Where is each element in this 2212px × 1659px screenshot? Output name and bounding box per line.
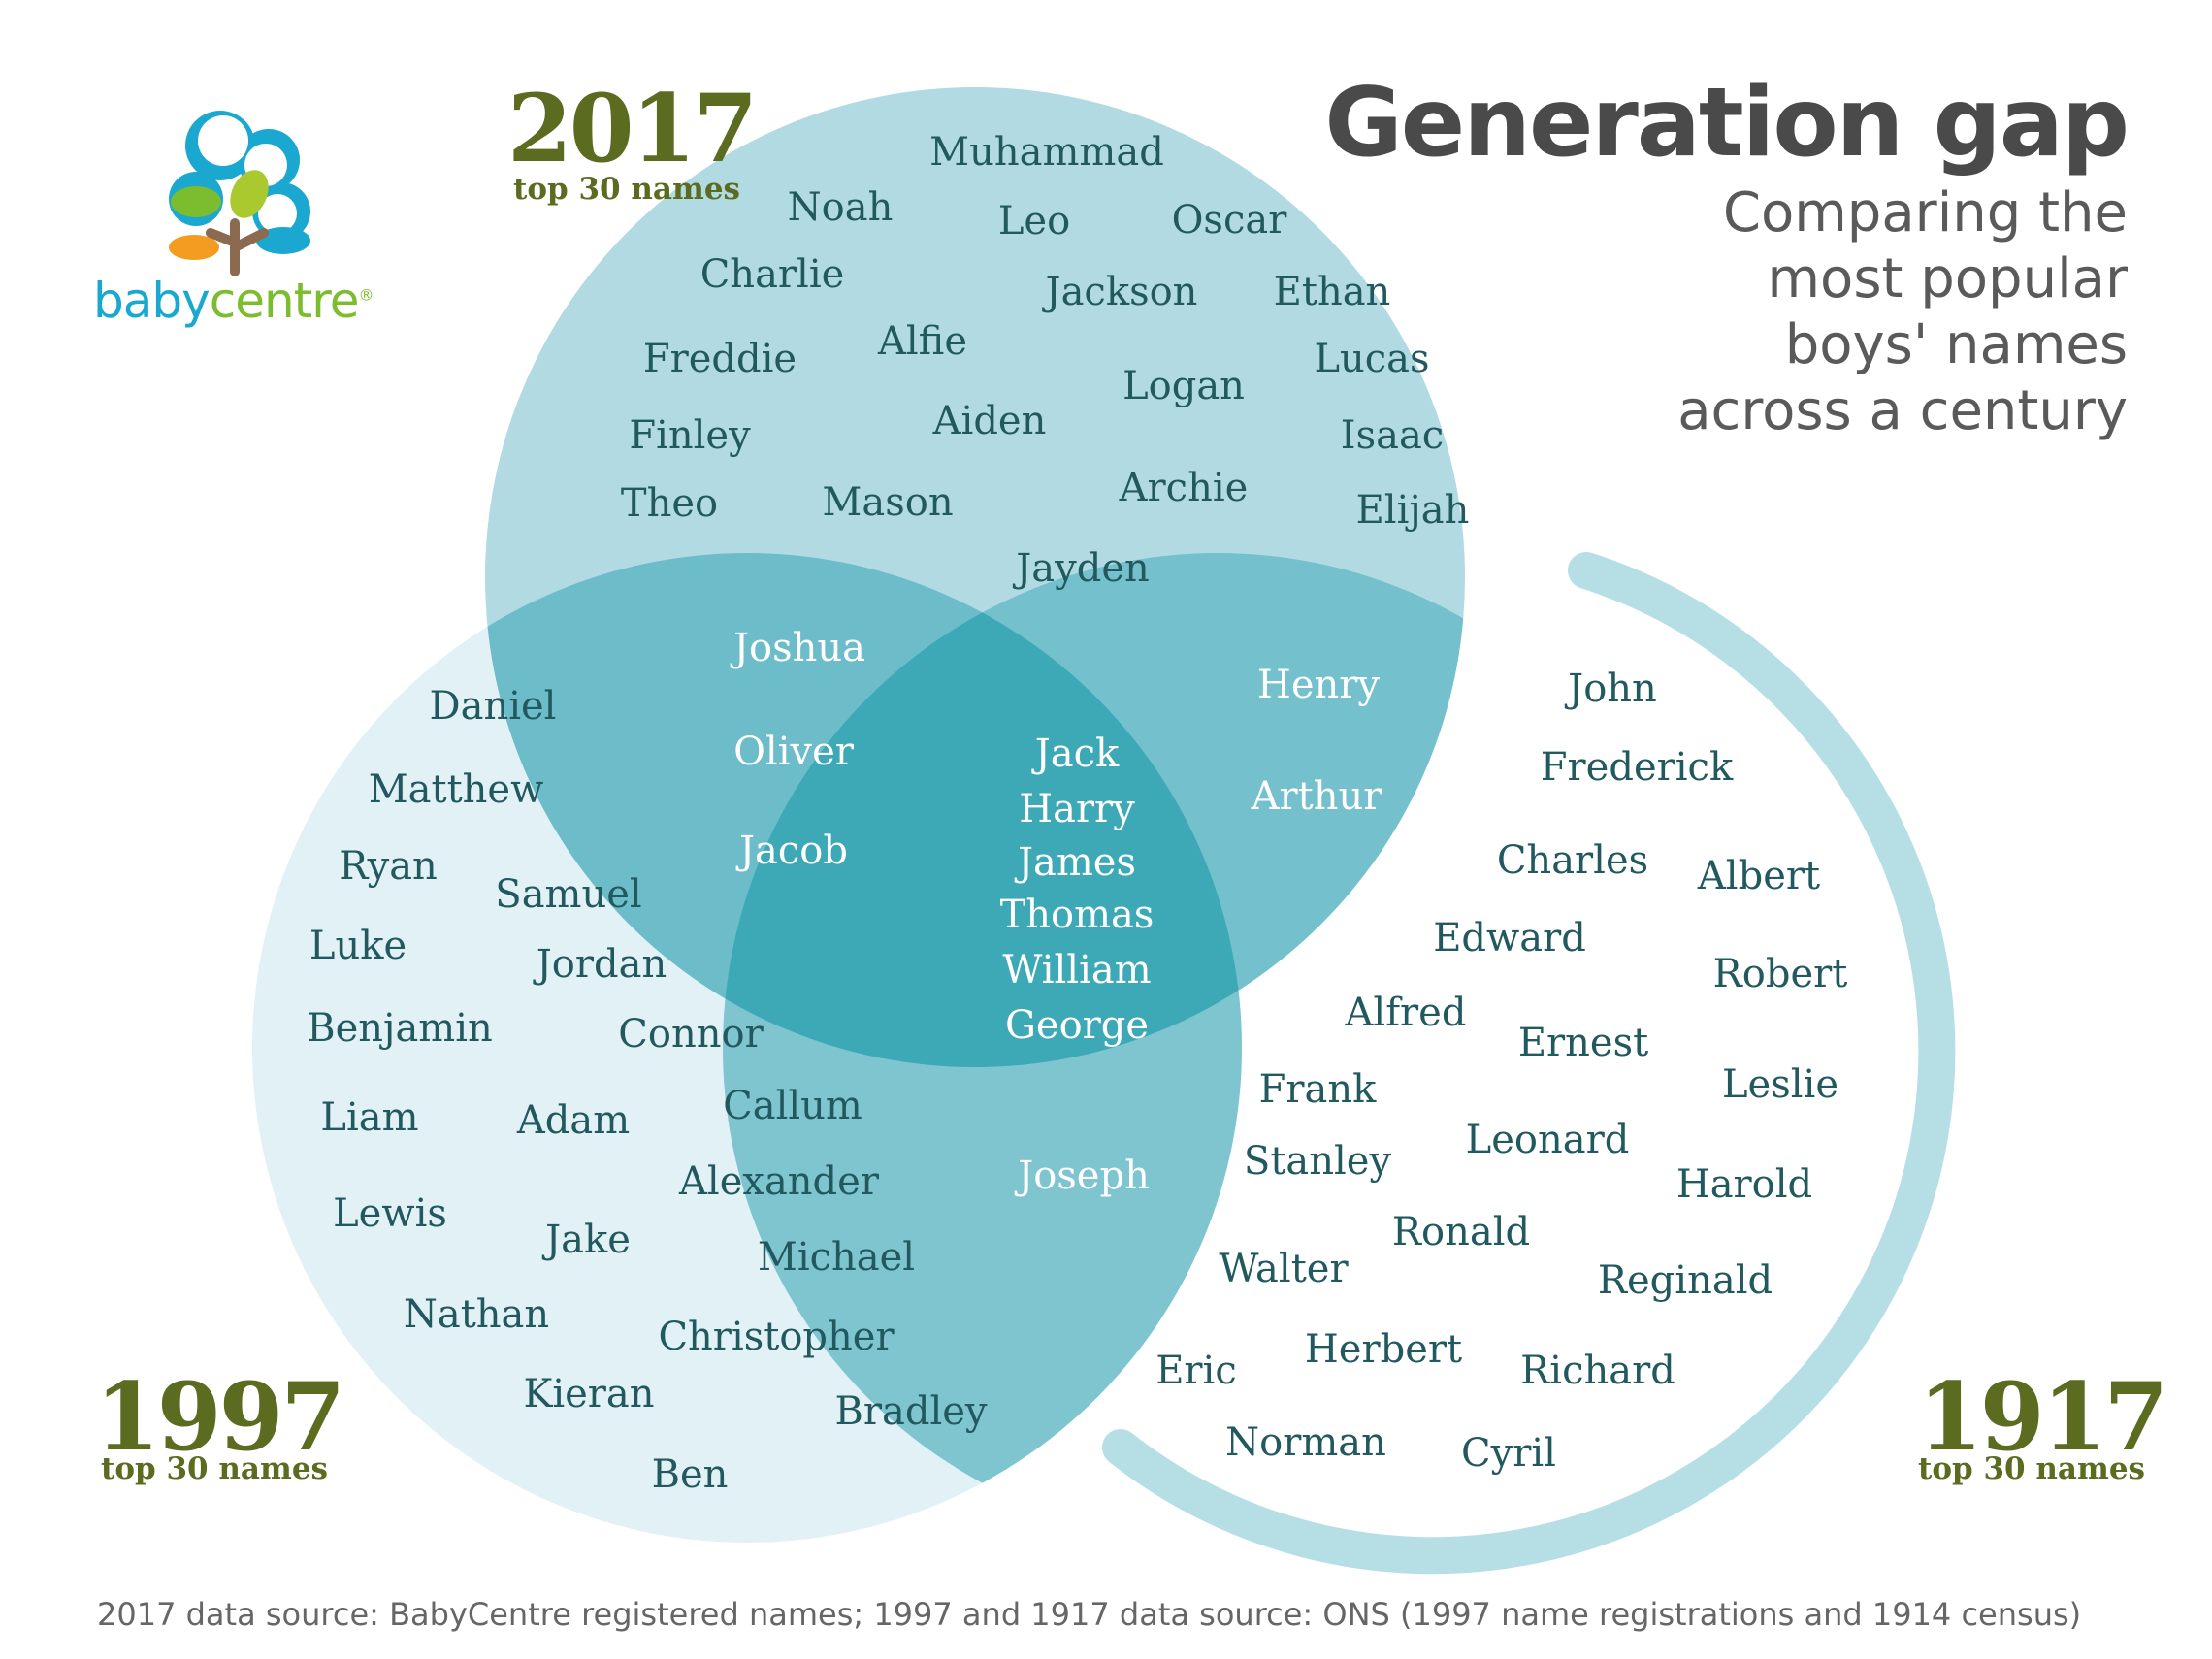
subtitle-line: boys' names — [1784, 313, 2128, 376]
name-label: Ben — [652, 1452, 729, 1497]
name-label: Albert — [1697, 854, 1820, 898]
name-label: Lucas — [1314, 337, 1429, 381]
name-label: Mason — [822, 480, 953, 525]
name-label: George — [1005, 1003, 1149, 1048]
name-label: Leo — [998, 199, 1070, 244]
name-label: Nathan — [404, 1292, 549, 1337]
name-label: Alfie — [877, 319, 967, 364]
name-label: Norman — [1225, 1420, 1386, 1465]
name-label: Bradley — [834, 1389, 987, 1434]
name-label: Eric — [1155, 1349, 1237, 1393]
name-label: Matthew — [369, 767, 544, 812]
name-label: Harold — [1676, 1162, 1812, 1207]
name-label: James — [1014, 840, 1136, 885]
name-label: Thomas — [1000, 893, 1155, 937]
name-label: Finley — [629, 413, 751, 458]
name-label: Samuel — [495, 872, 641, 917]
name-label: Jordan — [533, 942, 667, 987]
subtitle-line: Comparing the — [1722, 181, 2128, 244]
name-label: Noah — [788, 185, 894, 230]
name-label: Liam — [320, 1095, 418, 1140]
subtitle-line: most popular — [1767, 247, 2129, 310]
name-label: Archie — [1119, 466, 1249, 510]
name-label: Benjamin — [307, 1006, 493, 1051]
name-label: Michael — [758, 1235, 915, 1280]
name-label: Christopher — [658, 1315, 895, 1359]
brand-registered-mark: ® — [358, 285, 374, 305]
name-label: Stanley — [1244, 1139, 1392, 1184]
name-label: Luke — [309, 924, 407, 968]
babycentre-logo — [89, 87, 409, 349]
brand-part-baby: baby — [93, 273, 211, 329]
name-label: Callum — [723, 1084, 862, 1128]
name-label: Arthur — [1251, 774, 1383, 819]
name-label: Isaac — [1341, 413, 1444, 458]
name-label: Theo — [621, 481, 718, 526]
name-label: Herbert — [1305, 1327, 1462, 1372]
year-1917: 1917 — [1918, 1362, 2168, 1472]
name-label: Ethan — [1274, 270, 1391, 314]
name-label: Oliver — [733, 730, 855, 774]
name-label: Ernest — [1518, 1021, 1648, 1065]
data-source-footnote: 2017 data source: BabyCentre registered … — [97, 1596, 2082, 1633]
name-label: Edward — [1433, 916, 1586, 960]
names-layer: Muhammad Noah Leo Oscar Charlie Jackson Ethan F… — [307, 130, 1847, 1497]
name-label: Cyril — [1461, 1431, 1556, 1476]
name-label: Ronald — [1392, 1210, 1530, 1254]
name-label: Aiden — [932, 399, 1047, 443]
name-label: Jackson — [1042, 270, 1198, 314]
name-label: Henry — [1257, 663, 1380, 707]
name-label: Muhammad — [929, 130, 1164, 175]
name-label: Harry — [1019, 787, 1135, 831]
name-label: Freddie — [643, 337, 797, 381]
name-label: John — [1564, 667, 1657, 711]
year-1917-label: top 30 names — [1918, 1451, 2145, 1486]
year-2017-label: top 30 names — [513, 172, 740, 207]
name-label: Leslie — [1722, 1062, 1838, 1107]
brand-part-centre: centre — [209, 273, 360, 329]
name-label: Joshua — [730, 626, 865, 670]
name-label: Richard — [1520, 1349, 1675, 1393]
name-label: Elijah — [1356, 488, 1470, 533]
ring-1917 — [1102, 552, 1956, 1575]
name-label: Jacob — [735, 829, 848, 873]
year-1997: 1997 — [95, 1362, 345, 1472]
name-label: Frank — [1259, 1067, 1377, 1112]
year-2017: 2017 — [507, 74, 758, 183]
name-label: Lewis — [333, 1191, 447, 1236]
name-label: Daniel — [430, 684, 557, 729]
name-label: Reginald — [1598, 1258, 1773, 1303]
name-label: Charlie — [700, 252, 845, 297]
tree-icon — [169, 111, 310, 276]
page-title: Generation gap — [1324, 68, 2130, 179]
name-label: Connor — [618, 1012, 764, 1057]
name-label: Kieran — [523, 1372, 654, 1416]
name-label: Joseph — [1014, 1154, 1150, 1198]
name-label: Robert — [1713, 952, 1848, 996]
subtitle: Comparing the most popular boys' names a… — [1677, 180, 2128, 444]
name-label: Charles — [1497, 838, 1648, 883]
name-label: Alexander — [678, 1159, 880, 1204]
name-label: Jake — [541, 1218, 631, 1262]
year-1997-label: top 30 names — [101, 1451, 328, 1486]
name-label: Frederick — [1541, 745, 1734, 790]
name-label: Adam — [516, 1098, 630, 1143]
name-label: Leonard — [1466, 1118, 1630, 1162]
name-label: Oscar — [1172, 198, 1288, 243]
name-label: Alfred — [1345, 991, 1467, 1035]
subtitle-line: across a century — [1677, 379, 2128, 442]
name-label: Jack — [1031, 732, 1120, 776]
name-label: Jayden — [1012, 546, 1150, 591]
name-label: William — [1002, 948, 1151, 992]
name-label: Logan — [1122, 364, 1245, 408]
name-label: Ryan — [339, 844, 438, 889]
name-label: Walter — [1219, 1247, 1349, 1291]
brand-wordmark: babycentre® — [93, 276, 374, 325]
